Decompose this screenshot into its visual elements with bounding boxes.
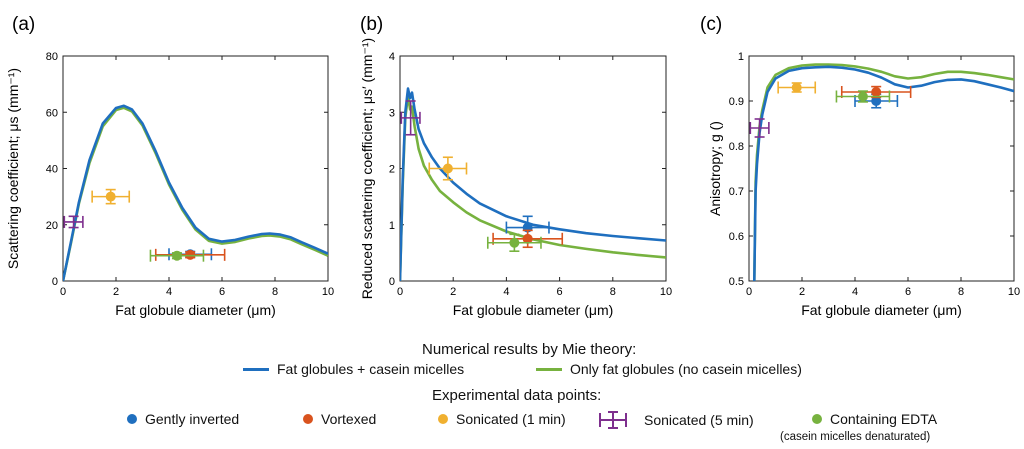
data-point-sonicated-5min <box>400 100 421 136</box>
panel-label: (a) <box>12 14 35 35</box>
x-tick-label: 4 <box>852 286 858 298</box>
data-point-edta <box>149 249 205 262</box>
x-tick-label: 0 <box>397 286 403 298</box>
panel-c: (c) 0 2 4 6 8 10 0.5 0.6 0.7 0.8 0.9 1 Fat globule di… <box>700 14 1020 318</box>
point-marker <box>171 250 182 261</box>
data-point-edta <box>486 233 542 252</box>
panel-a: (a) 0 2 4 6 8 10 0 20 40 60 80 Fat globule diameter … <box>5 14 334 318</box>
y-axis-label: Anisotropy; g () <box>707 121 723 216</box>
y-tick-label: 40 <box>46 164 58 176</box>
point-marker <box>509 237 520 248</box>
point-marker <box>857 91 868 102</box>
x-tick-label: 10 <box>660 286 672 298</box>
point-marker <box>522 233 533 244</box>
x-axis-label: Fat globule diameter (μm) <box>115 302 276 318</box>
series-line-with-casein <box>753 65 1014 281</box>
x-tick-label: 2 <box>450 286 456 298</box>
y-axis-label: Scattering coefficient; μs (mm⁻¹) <box>5 68 21 269</box>
point-marker <box>105 191 116 202</box>
y-tick-label: 0 <box>389 276 395 288</box>
y-tick-label: 0.6 <box>729 231 744 243</box>
data-point-vortexed <box>492 229 564 249</box>
point-marker <box>871 87 882 97</box>
x-tick-label: 6 <box>219 286 225 298</box>
x-tick-label: 8 <box>958 286 964 298</box>
x-tick-label: 4 <box>503 286 509 298</box>
data-point-gently-inverted <box>854 93 899 109</box>
plot-frame <box>62 55 329 282</box>
y-tick-label: 0.9 <box>729 96 744 108</box>
series-line-fat-only <box>400 94 666 281</box>
y-tick-label: 0 <box>52 276 58 288</box>
y-tick-label: 0.8 <box>729 141 744 153</box>
point-marker <box>442 163 453 174</box>
y-tick-label: 1 <box>738 51 744 63</box>
plot-frame <box>748 55 1015 282</box>
y-tick-label: 1 <box>389 220 395 232</box>
data-point-sonicated-1min <box>777 81 817 94</box>
point-marker <box>791 82 802 93</box>
x-tick-label: 8 <box>610 286 616 298</box>
y-tick-label: 0.7 <box>729 186 744 198</box>
panel-label: (c) <box>700 14 722 35</box>
y-axis-label: Reduced scattering coefficient; μs′ (mm⁻… <box>359 38 375 299</box>
y-tick-label: 2 <box>389 164 395 176</box>
data-point-sonicated-5min <box>749 118 770 138</box>
x-tick-label: 8 <box>272 286 278 298</box>
data-point-vortexed <box>154 248 226 261</box>
y-tick-label: 0.5 <box>729 276 744 288</box>
x-tick-label: 0 <box>746 286 752 298</box>
x-tick-label: 6 <box>905 286 911 298</box>
y-tick-label: 80 <box>46 51 58 63</box>
panel-b: (b) 0 2 4 6 8 10 0 1 2 3 4 Fat globule diameter (μm)… <box>359 14 672 318</box>
point-marker <box>871 96 882 106</box>
y-tick-label: 60 <box>46 107 58 119</box>
x-axis-label: Fat globule diameter (μm) <box>801 302 962 318</box>
point-marker <box>185 249 196 260</box>
x-tick-label: 0 <box>60 286 66 298</box>
x-tick-label: 10 <box>1008 286 1020 298</box>
panel-label: (b) <box>360 14 383 35</box>
x-tick-label: 4 <box>166 286 172 298</box>
y-tick-label: 4 <box>389 51 395 63</box>
x-tick-label: 10 <box>322 286 334 298</box>
series-line-with-casein <box>63 104 328 281</box>
x-axis-label: Fat globule diameter (μm) <box>453 302 614 318</box>
series-line-with-casein <box>400 87 666 281</box>
y-tick-label: 3 <box>389 107 395 119</box>
data-point-sonicated-1min <box>91 188 131 205</box>
y-tick-label: 20 <box>46 220 58 232</box>
data-point-edta <box>835 90 891 103</box>
x-tick-label: 2 <box>113 286 119 298</box>
x-tick-label: 2 <box>799 286 805 298</box>
x-tick-label: 6 <box>557 286 563 298</box>
data-point-sonicated-1min <box>428 156 468 181</box>
data-point-sonicated-5min <box>63 215 84 229</box>
